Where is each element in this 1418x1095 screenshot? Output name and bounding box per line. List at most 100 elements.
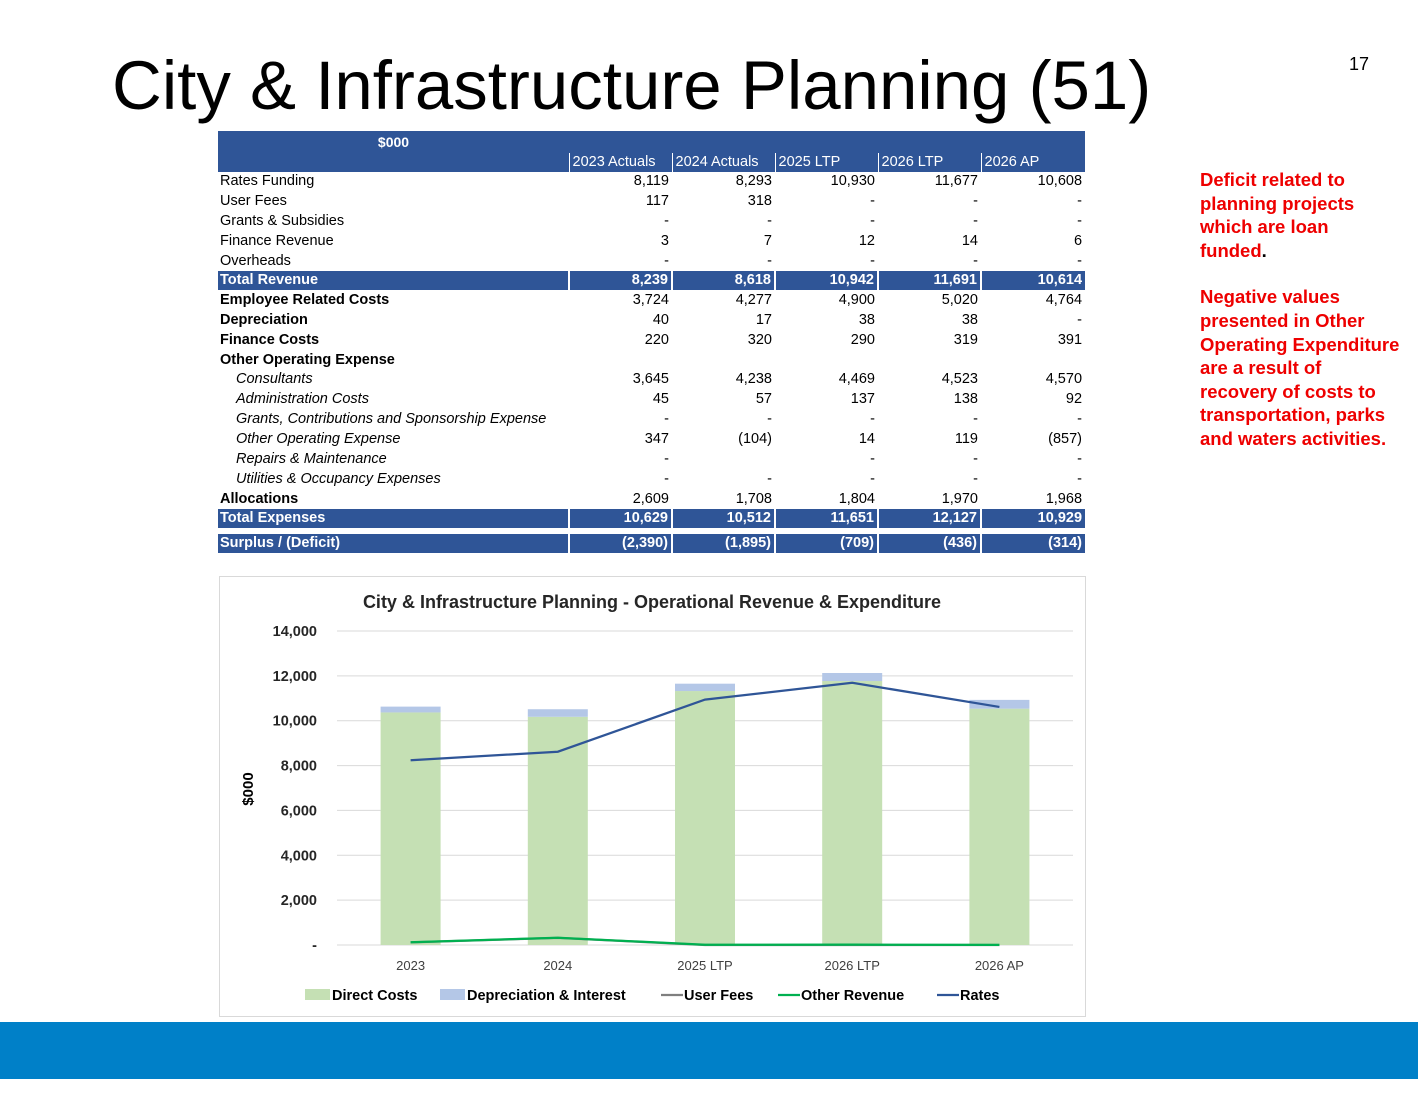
table-row: Utilities & Occupancy Expenses - - - - -	[218, 469, 1085, 489]
table-row: Grants, Contributions and Sponsorship Ex…	[218, 410, 1085, 430]
row-value: 3	[660, 233, 669, 250]
row-value: 4,238	[735, 371, 772, 388]
row-value: 138	[953, 391, 978, 408]
row-value: -	[1077, 451, 1083, 468]
legend-label: Direct Costs	[332, 988, 417, 1004]
table-row: Finance Costs 220 320 290 319 391	[218, 330, 1085, 350]
notes-panel: Deficit related to planning projects whi…	[1200, 168, 1400, 474]
row-value	[672, 450, 775, 470]
table-row: Consultants 3,645 4,238 4,469 4,523 4,570	[218, 370, 1085, 390]
row-value: 8,119	[633, 173, 669, 190]
row-value: 3,724	[632, 291, 669, 308]
legend-label: Other Revenue	[801, 988, 904, 1004]
legend-label: User Fees	[684, 988, 753, 1004]
row-value: 40	[652, 311, 669, 328]
table-row: Employee Related Costs 3,724 4,277 4,900 5,0…	[218, 290, 1085, 310]
row-value: 12	[858, 233, 875, 250]
revenue-expenditure-chart: City & Infrastructure Planning - Operati…	[219, 576, 1086, 1017]
row-value: 10,614	[979, 271, 1086, 291]
x-tick-label: 2024	[543, 958, 572, 973]
y-tick-label: -	[312, 938, 317, 954]
row-value	[569, 350, 672, 370]
row-value: 347	[644, 431, 669, 448]
row-label: Grants, Contributions and Sponsorship Ex…	[236, 411, 547, 428]
x-tick-label: 2023	[396, 958, 425, 973]
bar-depreciation-interest	[822, 673, 883, 682]
row-label: Grants & Subsidies	[220, 213, 345, 230]
row-value	[672, 350, 775, 370]
row-value: -	[664, 451, 669, 468]
table-row: Allocations 2,609 1,708 1,804 1,970 1,968	[218, 489, 1085, 509]
row-value: 5,020	[941, 291, 978, 308]
row-value: 290	[850, 331, 875, 348]
row-label: Repairs & Maintenance	[236, 451, 387, 468]
bar-depreciation-interest	[527, 709, 588, 717]
x-tick-label: 2025 LTP	[677, 958, 732, 973]
row-value: (1,895)	[671, 534, 775, 554]
line-rates	[410, 681, 1000, 762]
bar-depreciation-interest	[969, 699, 1030, 709]
table-column-header-row: 2023 Actuals 2024 Actuals 2025 LTP 2026 LTP…	[218, 153, 1086, 172]
row-value: -	[973, 193, 978, 210]
table-row: Grants & Subsidies - - - - -	[218, 212, 1085, 232]
row-value: -	[1077, 213, 1083, 230]
row-value: -	[973, 470, 978, 487]
row-value: 14	[858, 431, 875, 448]
row-value: -	[1077, 193, 1083, 210]
row-value: 57	[755, 391, 772, 408]
chart-title: City & Infrastructure Planning - Operati…	[363, 592, 941, 612]
x-tick-label: 2026 AP	[975, 958, 1024, 973]
row-value: -	[1077, 411, 1083, 428]
column-header: 2024 Actuals	[671, 153, 775, 172]
bar-depreciation-interest	[380, 706, 441, 713]
row-value: (436)	[877, 534, 981, 554]
row-label: Consultants	[236, 371, 313, 388]
row-value	[878, 350, 981, 370]
row-value: 220	[644, 331, 669, 348]
x-tick-label: 2026 LTP	[824, 958, 879, 973]
table-total-row: Total Expenses 10,629 10,512 11,651 12,127 10…	[218, 509, 1086, 529]
legend-label: Rates	[960, 988, 1000, 1004]
row-value: 10,629	[568, 509, 672, 529]
table-row: Depreciation 40 17 38 38 -	[218, 310, 1085, 330]
row-value: 11,677	[934, 173, 978, 190]
row-value: -	[1077, 470, 1083, 487]
column-header: 2023 Actuals	[568, 153, 672, 172]
row-value: -	[767, 411, 772, 428]
table-row: Administration Costs 45 57 137 138 92	[218, 390, 1085, 410]
y-tick-label: 8,000	[281, 759, 317, 775]
row-value: 10,512	[671, 509, 775, 529]
table-row: Finance Revenue 3 7 12 14 6	[218, 232, 1085, 252]
financial-summary-table: $000 2023 Actuals 2024 Actuals 2025 LTP 202…	[218, 131, 1086, 554]
y-tick-label: 10,000	[273, 714, 317, 730]
row-value: 1,970	[941, 490, 978, 507]
row-value: -	[664, 411, 669, 428]
note-deficit: Deficit related to planning projects whi…	[1200, 168, 1400, 262]
row-value: 2,609	[632, 490, 669, 507]
row-label: Utilities & Occupancy Expenses	[236, 470, 441, 487]
row-value: 17	[755, 311, 772, 328]
row-value: 4,277	[735, 291, 772, 308]
y-tick-label: 6,000	[281, 803, 317, 819]
row-value: 318	[747, 193, 772, 210]
chart-canvas: City & Infrastructure Planning - Operati…	[240, 592, 1073, 1004]
row-value: -	[767, 253, 772, 269]
row-value: (104)	[738, 431, 772, 448]
row-value: -	[664, 470, 669, 487]
footer-band	[0, 1022, 1418, 1079]
row-label: Surplus / (Deficit)	[218, 534, 569, 554]
row-value: 10,608	[1037, 173, 1083, 190]
row-value: 4,900	[838, 291, 875, 308]
row-value: -	[870, 470, 875, 487]
row-value: -	[1077, 311, 1083, 328]
line-other-revenue	[410, 936, 1000, 946]
row-value: 45	[652, 391, 669, 408]
page-number: 17	[1349, 54, 1370, 74]
row-value: -	[870, 451, 875, 468]
row-value: 12,127	[877, 509, 981, 529]
row-label: Finance Revenue	[220, 233, 334, 250]
note-negative-values: Negative values presented in Other Opera…	[1200, 286, 1400, 449]
column-header: 2026 LTP	[877, 153, 981, 172]
row-value: 7	[763, 233, 772, 250]
legend-swatch	[305, 989, 330, 1000]
